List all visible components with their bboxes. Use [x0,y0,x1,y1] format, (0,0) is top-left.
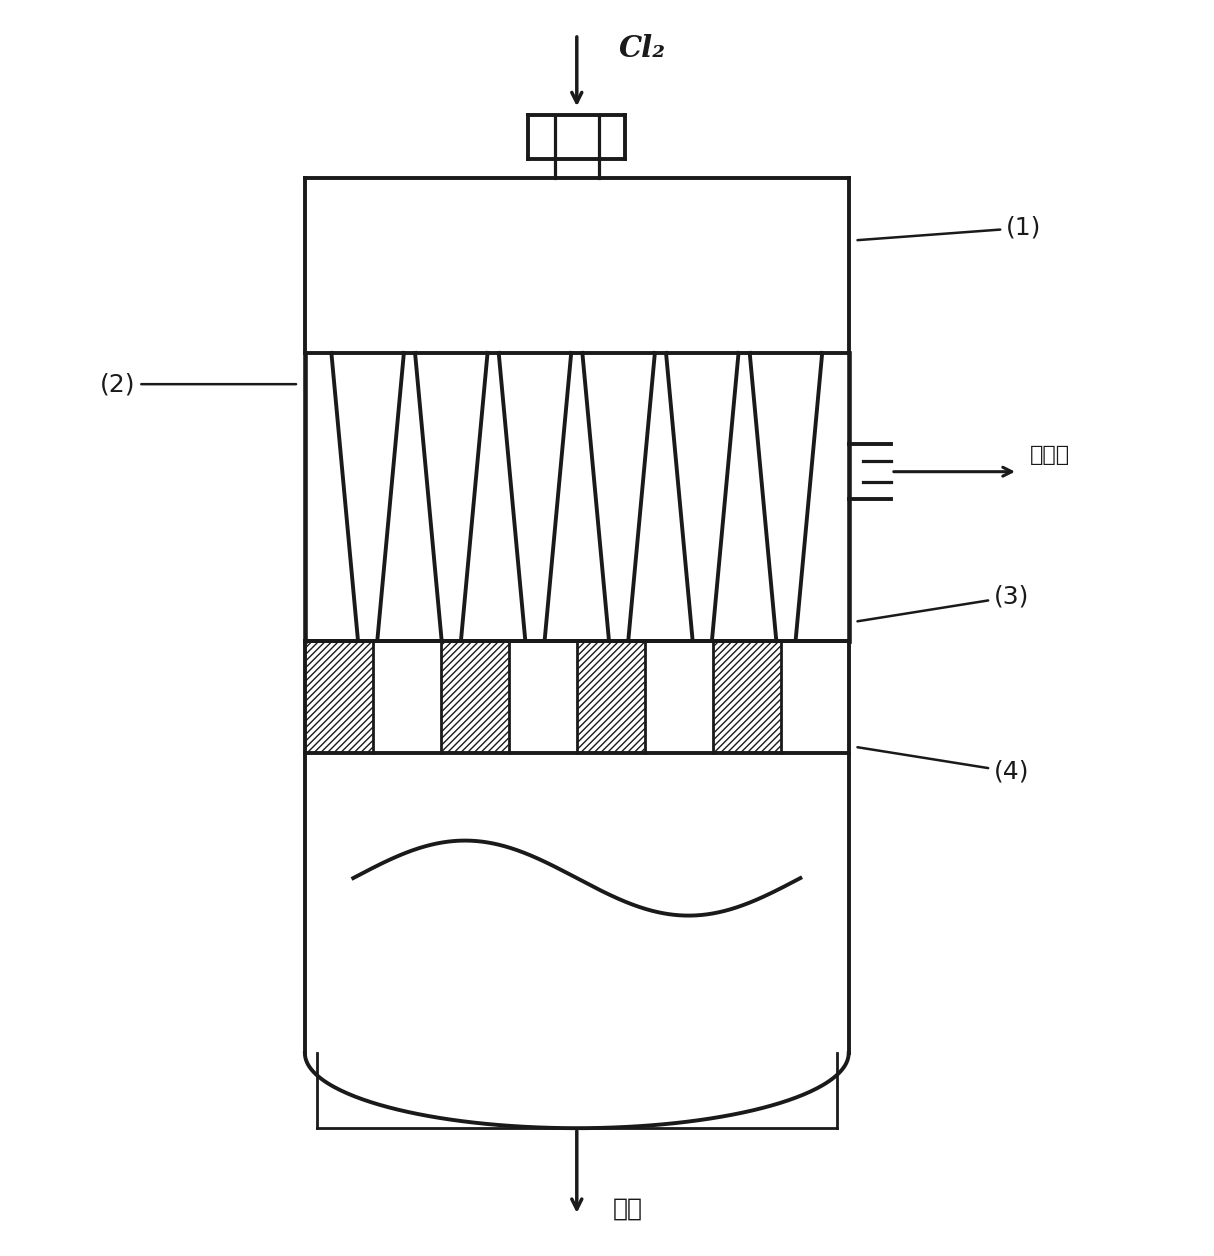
Text: 异丁烯: 异丁烯 [1029,446,1070,466]
Text: (4): (4) [857,747,1029,784]
Text: (1): (1) [857,216,1042,240]
Text: (3): (3) [857,585,1029,622]
Text: (2): (2) [101,372,296,396]
Text: 产物: 产物 [613,1197,643,1221]
Text: Cl₂: Cl₂ [619,34,666,63]
